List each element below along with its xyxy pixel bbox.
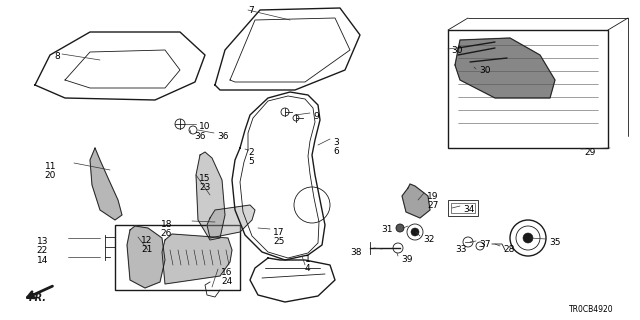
Circle shape: [396, 224, 404, 232]
Text: 33: 33: [456, 245, 467, 254]
Bar: [451, 203, 475, 213]
Bar: [115, 225, 240, 290]
Text: 16: 16: [221, 268, 232, 277]
Text: 23: 23: [199, 183, 211, 192]
Text: 38: 38: [351, 248, 362, 257]
Text: 27: 27: [427, 201, 438, 210]
Text: 26: 26: [161, 229, 172, 238]
Text: 12: 12: [141, 236, 152, 245]
Text: FR.: FR.: [29, 293, 47, 303]
Text: 32: 32: [423, 235, 435, 244]
Bar: [448, 30, 608, 148]
Text: 25: 25: [273, 237, 284, 246]
Text: 29: 29: [584, 148, 595, 157]
Text: 6: 6: [333, 147, 339, 156]
Text: 37: 37: [479, 240, 490, 249]
Circle shape: [523, 233, 533, 243]
Text: 5: 5: [248, 157, 253, 166]
Text: 31: 31: [381, 225, 393, 234]
Polygon shape: [127, 226, 165, 288]
Text: 35: 35: [549, 238, 561, 247]
Text: 24: 24: [221, 277, 232, 286]
Text: 20: 20: [45, 171, 56, 180]
Text: 13: 13: [36, 237, 48, 246]
Polygon shape: [402, 184, 430, 218]
Text: 34: 34: [463, 205, 474, 214]
Text: 7: 7: [248, 6, 253, 15]
Text: 30: 30: [479, 66, 490, 75]
Bar: [448, 200, 478, 216]
Text: 4: 4: [305, 264, 310, 273]
Polygon shape: [90, 148, 122, 220]
Text: 36: 36: [194, 132, 205, 141]
Text: 1: 1: [305, 255, 311, 264]
Polygon shape: [196, 152, 225, 240]
Text: 3: 3: [333, 138, 339, 147]
Polygon shape: [162, 234, 232, 284]
Text: 36: 36: [217, 132, 228, 141]
Text: 14: 14: [36, 256, 48, 265]
Text: 8: 8: [54, 52, 60, 61]
Text: 11: 11: [45, 162, 56, 171]
Text: 17: 17: [273, 228, 285, 237]
Polygon shape: [455, 38, 555, 98]
Text: 19: 19: [427, 192, 438, 201]
Text: 21: 21: [141, 245, 152, 254]
Polygon shape: [207, 205, 255, 238]
Text: 18: 18: [161, 220, 172, 229]
Text: 39: 39: [401, 255, 413, 264]
Text: TR0CB4920: TR0CB4920: [570, 305, 614, 314]
Text: 9: 9: [313, 112, 319, 121]
Circle shape: [411, 228, 419, 236]
Text: 28: 28: [503, 245, 515, 254]
Text: 10: 10: [199, 122, 211, 131]
Text: 22: 22: [36, 246, 48, 255]
Text: 2: 2: [248, 148, 253, 157]
Text: 15: 15: [199, 174, 211, 183]
Text: 30: 30: [451, 46, 463, 55]
